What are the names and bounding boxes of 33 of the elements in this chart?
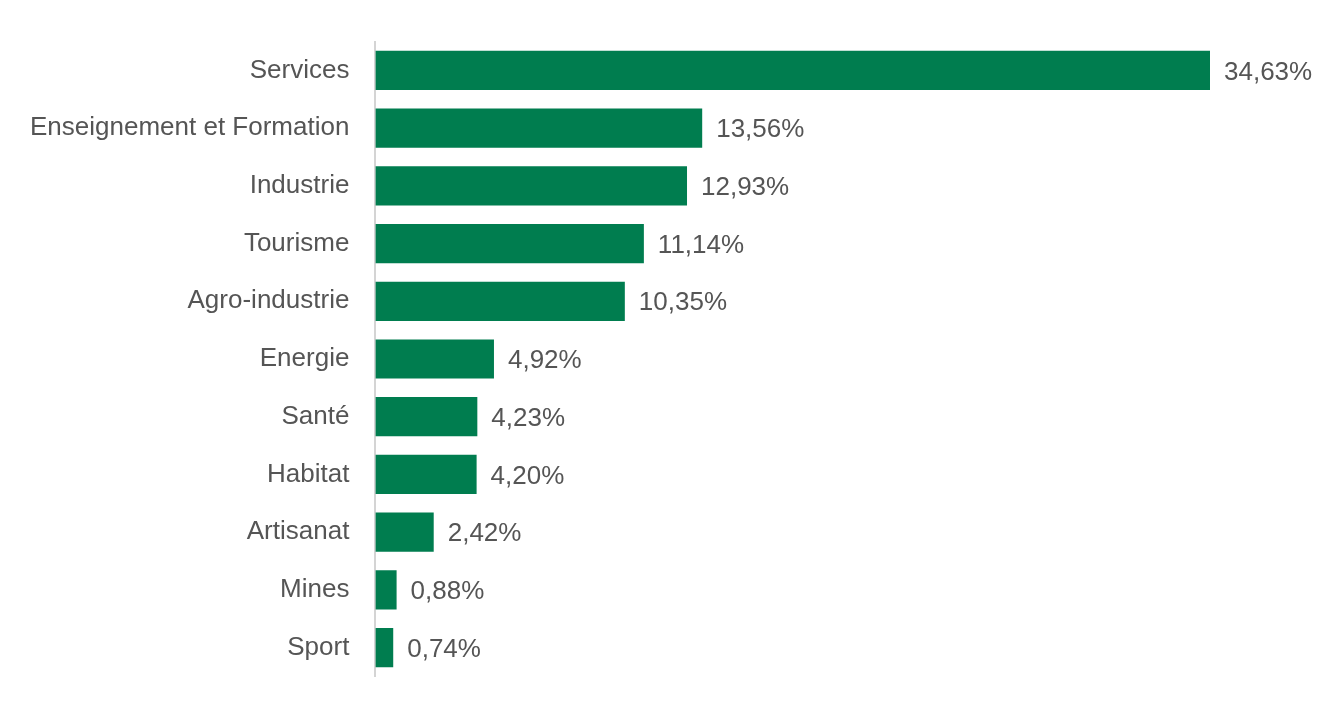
- data-label: 4,20%: [490, 459, 565, 490]
- data-label: 12,93%: [701, 171, 790, 202]
- bar: [375, 512, 434, 552]
- bar: [375, 397, 478, 437]
- y-tick-label: Agro-industrie: [187, 284, 350, 315]
- data-label: 13,56%: [716, 113, 805, 144]
- bar: [375, 281, 625, 321]
- bar: [375, 50, 1210, 91]
- data-label: 11,14%: [657, 228, 745, 259]
- bar: [375, 339, 494, 379]
- bar: [375, 627, 394, 668]
- data-label: 2,42%: [447, 517, 522, 548]
- y-tick-label: Services: [249, 53, 350, 84]
- bar: [375, 223, 644, 264]
- data-label: 10,35%: [638, 286, 728, 317]
- y-tick-label: Sport: [287, 630, 351, 661]
- data-label: 0,74%: [407, 632, 481, 663]
- data-label: 4,92%: [507, 344, 582, 375]
- data-label: 34,63%: [1224, 55, 1313, 86]
- y-tick-label: Habitat: [267, 457, 351, 488]
- y-tick-label: Enseignement et Formation: [30, 111, 350, 142]
- data-label: 4,23%: [491, 401, 566, 432]
- data-label: 0,88%: [410, 575, 485, 606]
- y-tick-label: Energie: [259, 342, 350, 373]
- y-tick-label: Tourisme: [243, 226, 350, 257]
- y-tick-label: Mines: [280, 573, 350, 604]
- bar: [375, 166, 688, 206]
- bar: [375, 108, 703, 148]
- y-tick-label: Industrie: [249, 169, 350, 200]
- bar: [375, 454, 477, 495]
- bar: [375, 570, 397, 610]
- y-tick-label: Artisanat: [246, 515, 351, 546]
- y-tick-label: Santé: [281, 399, 350, 430]
